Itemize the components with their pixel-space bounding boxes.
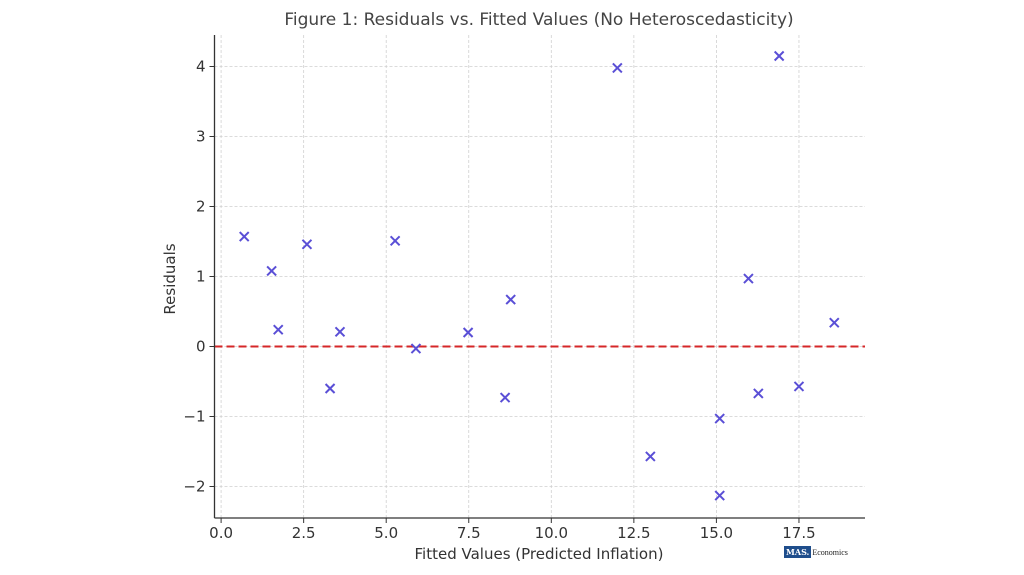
data-point (324, 383, 336, 394)
y-tick-label: 0 (196, 338, 206, 356)
y-tick-label: 1 (196, 268, 206, 286)
x-tick-label: 5.0 (374, 524, 398, 542)
data-point (645, 451, 656, 462)
data-point (389, 235, 401, 247)
grid (214, 35, 865, 518)
x-tick-label: 15.0 (700, 524, 733, 542)
chart-title: Figure 1: Residuals vs. Fitted Values (N… (284, 10, 793, 30)
logo-text: Economics (812, 547, 848, 557)
data-point (793, 381, 805, 392)
data-point (612, 62, 623, 74)
x-tick-label: 17.5 (782, 524, 815, 542)
logo-box: MAS. (784, 546, 812, 558)
data-point (462, 327, 474, 338)
x-tick-label: 0.0 (209, 524, 233, 542)
data-points (239, 50, 840, 501)
y-tick-label: 3 (196, 128, 206, 146)
data-point (301, 239, 313, 250)
y-axis-label: Residuals (161, 243, 179, 314)
y-tick-label: 2 (196, 198, 206, 216)
data-point (505, 294, 516, 305)
tick-labels: 0.0 2.5 5.0 7.5 10.0 12.5 15.0 17.5 −2 −1 0 1 2 3 4 (183, 58, 815, 543)
y-tick-label: −1 (183, 408, 205, 426)
data-point (334, 326, 346, 338)
data-point (714, 413, 725, 424)
data-point (410, 343, 422, 354)
data-point (273, 324, 284, 335)
data-point (753, 388, 764, 399)
x-tick-label: 7.5 (457, 524, 481, 542)
y-tick-label: 4 (196, 58, 206, 76)
data-point (743, 273, 754, 284)
y-tick-label: −2 (183, 478, 205, 496)
data-point (773, 50, 785, 62)
x-tick-label: 12.5 (617, 524, 650, 542)
x-axis-label: Fitted Values (Predicted Inflation) (415, 545, 664, 563)
data-point (239, 231, 250, 242)
data-point (499, 392, 511, 403)
data-point (714, 490, 725, 501)
axes (209, 35, 865, 523)
data-point (266, 265, 277, 277)
data-point (829, 317, 840, 328)
watermark-logo: MAS. Economics (784, 546, 848, 558)
x-tick-label: 2.5 (292, 524, 316, 542)
x-tick-label: 10.0 (535, 524, 568, 542)
